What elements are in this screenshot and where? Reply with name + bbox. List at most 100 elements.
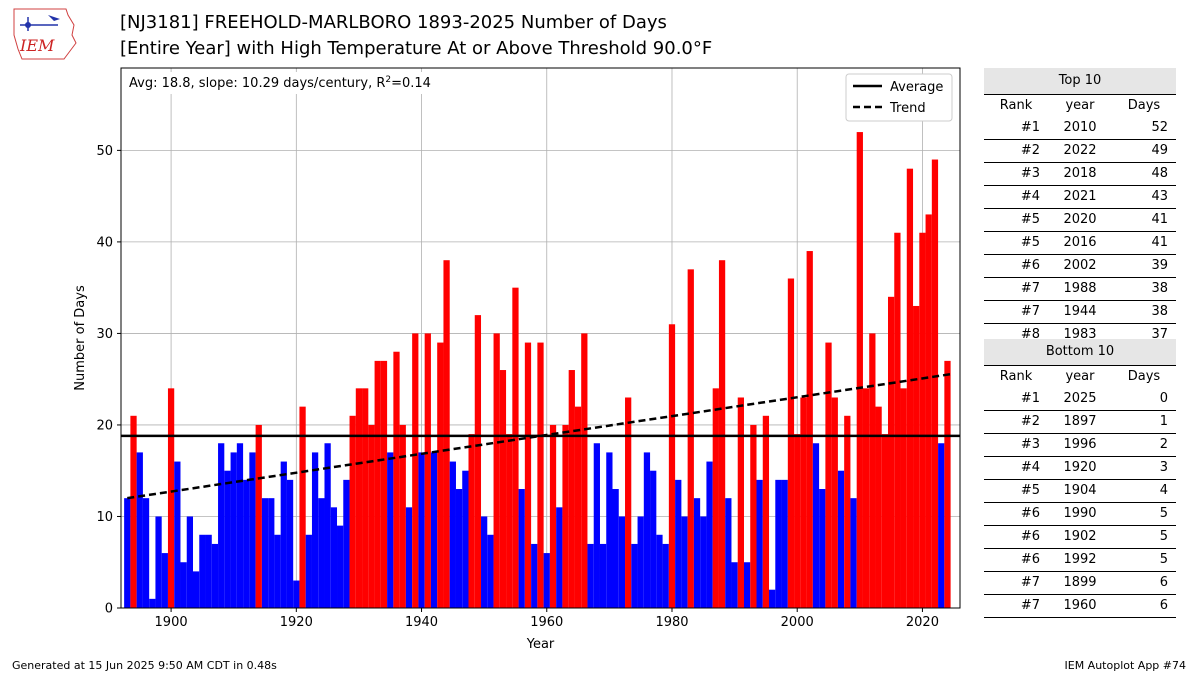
bar-2010 (856, 132, 863, 608)
bar-2019 (913, 305, 920, 608)
table-row: #6 2002 39 (984, 255, 1176, 278)
cell-days: 48 (1151, 166, 1168, 181)
column-days: Days (1127, 98, 1161, 113)
cell-days: 49 (1151, 143, 1168, 158)
cell-rank: #4 (1020, 460, 1040, 475)
cell-year: 1983 (1063, 327, 1097, 342)
table-row: #7 1988 38 (984, 278, 1176, 301)
bar-2018 (906, 168, 914, 608)
bar-1985 (700, 516, 707, 608)
cell-year: 1960 (1063, 598, 1097, 613)
bar-2005 (825, 342, 832, 608)
bar-2000 (794, 434, 801, 608)
table-row: #3 2018 48 (984, 163, 1176, 186)
bar-1903 (186, 516, 194, 608)
bar-1961 (549, 424, 557, 608)
bar-1992 (743, 562, 751, 608)
bar-1917 (274, 534, 281, 608)
bars (124, 132, 951, 608)
bar-1918 (280, 461, 287, 608)
bar-1942 (430, 452, 438, 608)
bar-1954 (506, 434, 513, 608)
table-row: #3 1996 2 (984, 434, 1176, 457)
bar-1941 (424, 333, 431, 608)
cell-year: 1899 (1063, 575, 1097, 590)
x-tick-label: 1940 (405, 615, 438, 630)
x-tick-label: 2020 (906, 615, 939, 630)
bar-2015 (887, 296, 895, 608)
bar-1897 (149, 598, 156, 608)
bar-1951 (487, 534, 494, 608)
cell-rank: #3 (1020, 166, 1040, 181)
cell-rank: #8 (1020, 327, 1040, 342)
cell-days: 52 (1151, 120, 1168, 135)
bar-1971 (612, 489, 619, 608)
bar-1915 (261, 498, 269, 608)
y-tick-label: 20 (96, 418, 113, 433)
bar-1901 (174, 461, 181, 608)
y-axis-label: Number of Days (73, 285, 88, 391)
cell-year: 2018 (1063, 166, 1097, 181)
cell-rank: #2 (1020, 414, 1040, 429)
table-row: #7 1960 6 (984, 595, 1176, 618)
bar-1952 (493, 333, 500, 608)
bar-2021 (925, 214, 932, 608)
bar-1949 (474, 315, 482, 608)
bar-2011 (862, 388, 870, 608)
cell-year: 1902 (1063, 529, 1097, 544)
column-rank: Rank (999, 369, 1033, 384)
bar-1910 (230, 452, 237, 608)
legend-average-label: Average (890, 80, 943, 95)
bar-1958 (531, 543, 538, 608)
cell-days: 37 (1151, 327, 1168, 342)
bar-1909 (224, 470, 231, 608)
bar-2013 (875, 406, 882, 608)
bar-1972 (618, 516, 626, 608)
cell-year: 1920 (1063, 460, 1097, 475)
cell-days: 41 (1151, 235, 1168, 250)
cell-rank: #6 (1020, 258, 1040, 273)
x-tick-label: 1900 (155, 615, 188, 630)
logo-text: IEM (19, 36, 55, 55)
cell-year: 1996 (1063, 437, 1097, 452)
bar-1998 (781, 479, 788, 608)
bar-1978 (656, 534, 663, 608)
table-row: #4 1920 3 (984, 457, 1176, 480)
bar-2001 (800, 397, 807, 608)
cell-rank: #6 (1020, 506, 1040, 521)
reference-lines (121, 372, 960, 500)
bottom10-table: Bottom 10 Rank year Days #1 2025 0 #2 1897 1 #… (984, 339, 1176, 618)
table-row: #4 2021 43 (984, 186, 1176, 209)
bar-1968 (593, 443, 600, 608)
bar-1931 (362, 388, 369, 608)
bar-1976 (643, 452, 651, 608)
bar-2022 (931, 159, 939, 608)
column-days: Days (1127, 369, 1161, 384)
bar-1934 (380, 360, 388, 608)
cell-days: 41 (1151, 212, 1168, 227)
bar-1908 (218, 443, 225, 608)
cell-days: 3 (1159, 460, 1168, 475)
bar-1935 (387, 452, 394, 608)
bar-1912 (243, 479, 250, 608)
bar-1955 (512, 287, 519, 608)
bar-1989 (725, 498, 732, 608)
bar-1977 (650, 470, 657, 608)
chart-title-line2: [Entire Year] with High Temperature At o… (120, 38, 713, 59)
cell-year: 2025 (1063, 391, 1097, 406)
top10-columns: Rank year Days (984, 95, 1176, 117)
cell-year: 1897 (1063, 414, 1097, 429)
bar-1995 (762, 415, 770, 608)
bar-1993 (750, 424, 757, 608)
bar-1982 (681, 516, 688, 608)
app-credit: IEM Autoplot App #74 (1064, 659, 1187, 672)
trend-line (127, 372, 954, 500)
cell-rank: #7 (1020, 281, 1040, 296)
cell-days: 38 (1151, 304, 1168, 319)
bar-2020 (919, 232, 926, 608)
cell-rank: #6 (1020, 529, 1040, 544)
bar-1962 (556, 507, 563, 608)
y-tick-label: 0 (105, 602, 113, 617)
bar-1947 (462, 470, 469, 608)
bar-2009 (850, 498, 857, 608)
